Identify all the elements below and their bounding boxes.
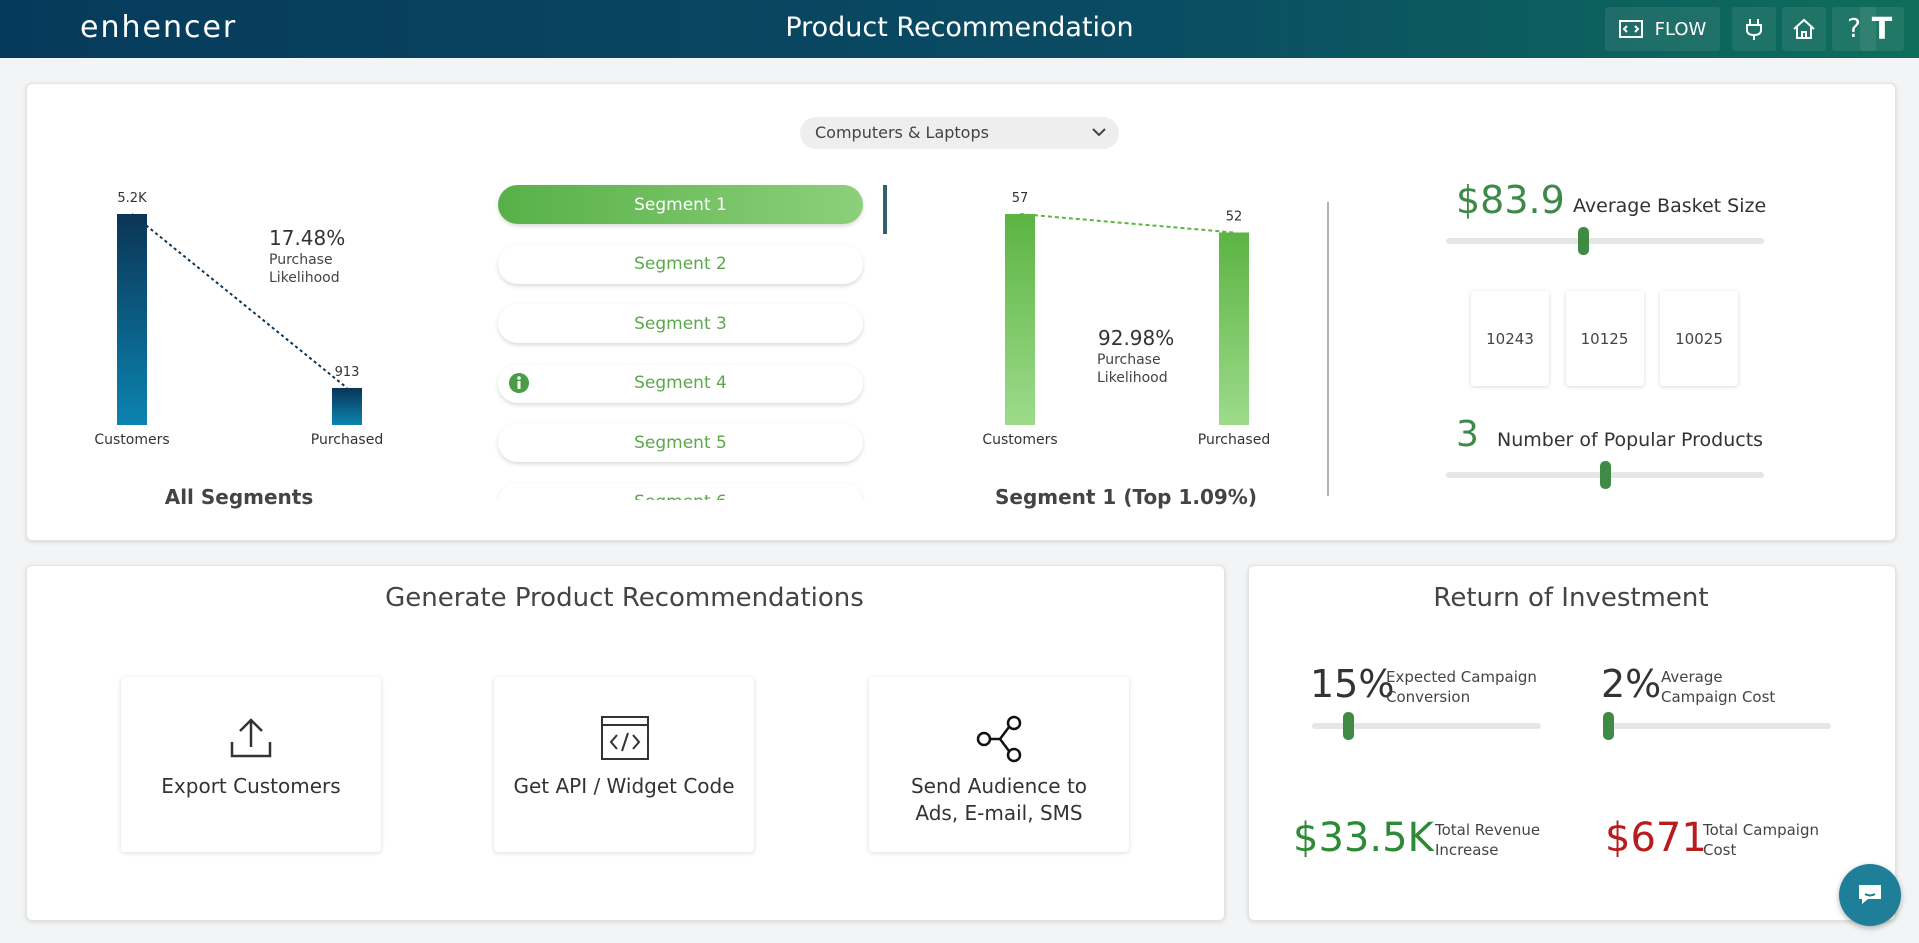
help-button[interactable]: ?	[1832, 7, 1876, 51]
segment-button[interactable]: Segment 5	[498, 423, 863, 462]
user-button[interactable]: T	[1860, 7, 1904, 51]
scroll-bar	[883, 185, 887, 234]
basket-label: Average Basket Size	[1573, 195, 1767, 217]
action-label: Get API / Widget Code	[513, 774, 735, 798]
cost-rate-slider[interactable]	[1603, 712, 1831, 740]
page-title: Product Recommendation	[785, 12, 1134, 43]
flow-icon	[1618, 20, 1643, 38]
product-box: 10025	[1660, 291, 1738, 386]
segment-button[interactable]: Segment 1	[498, 185, 863, 224]
slider-thumb[interactable]	[1603, 712, 1614, 740]
revenue-value: $33.5K	[1293, 815, 1434, 861]
info-bar	[517, 380, 521, 389]
home-button[interactable]	[1782, 7, 1826, 51]
cost-rate-label: Average Campaign Cost	[1661, 668, 1776, 706]
share-icon	[976, 715, 1022, 763]
action-label: Send Audience to Ads, E-mail, SMS	[910, 774, 1088, 825]
chat-button[interactable]	[1839, 864, 1901, 926]
value-label: 57	[1012, 191, 1029, 206]
selected-rate: 92.98%	[1098, 326, 1175, 350]
info-icon	[509, 372, 529, 393]
dropdown-label: Computers & Laptops	[815, 123, 989, 142]
category-label: Customers	[982, 432, 1057, 448]
flow-button[interactable]: FLOW	[1605, 7, 1720, 51]
conversion-label: Expected Campaign Conversion	[1386, 668, 1537, 706]
roi-card	[1248, 565, 1896, 921]
roi-title: Return of Investment	[1433, 583, 1709, 613]
segment-button[interactable]: Segment 4	[498, 363, 863, 403]
slider-thumb[interactable]	[1600, 461, 1611, 489]
plug-button[interactable]	[1732, 7, 1776, 51]
segment-list: Segment 1 Segment 2 Segment 3 Segment 4 Segm…	[0, 0, 900, 500]
upload-icon	[230, 718, 272, 758]
popular-count: 3	[1456, 414, 1479, 455]
value-label: 913	[335, 365, 360, 380]
bar	[1005, 214, 1035, 425]
generate-title: Generate Product Recommendations	[385, 583, 864, 613]
category-label: Customers	[94, 432, 169, 448]
chat-icon	[1859, 885, 1881, 904]
basket-slider[interactable]	[1446, 227, 1764, 255]
popular-label: Number of Popular Products	[1497, 429, 1764, 451]
api-card[interactable]: Get API / Widget Code	[494, 677, 754, 852]
bar	[332, 387, 362, 425]
action-label: Export Customers	[161, 774, 341, 798]
bar	[117, 214, 147, 425]
value-label: 52	[1226, 210, 1243, 225]
cost-label: Total Campaign Cost	[1703, 821, 1819, 859]
conversion-slider[interactable]	[1312, 712, 1541, 740]
bar	[1219, 232, 1249, 425]
segment-button[interactable]: Segment 6	[498, 482, 863, 500]
segment-button[interactable]: Segment 3	[498, 304, 863, 343]
all-title: All Segments	[164, 485, 314, 509]
header: enhencer Product Recommendation FLOW ? T	[0, 0, 1919, 58]
all-rate: 17.48%	[269, 226, 346, 250]
product-box: 10243	[1471, 291, 1549, 386]
audience-card[interactable]: Send Audience to Ads, E-mail, SMS	[869, 677, 1129, 852]
export-card[interactable]: Export Customers	[121, 677, 381, 852]
selected-rate-label: Purchase Likelihood	[1097, 352, 1168, 386]
code-icon	[601, 716, 649, 760]
conversion-value: 15%	[1310, 662, 1395, 706]
value-label: 5.2K	[117, 191, 147, 206]
cost-value: $671	[1605, 815, 1707, 861]
popular-slider[interactable]	[1446, 461, 1764, 489]
all-rate-label: Purchase Likelihood	[269, 252, 340, 286]
product-box: 10125	[1565, 291, 1644, 386]
plug-icon	[1746, 19, 1762, 40]
basket-value: $83.9	[1456, 178, 1565, 222]
category-dropdown[interactable]: Computers & Laptops	[800, 117, 1119, 149]
connector-line	[131, 213, 348, 389]
connector-line	[1019, 213, 1235, 234]
cost-rate-value: 2%	[1601, 662, 1662, 706]
chevron-icon	[1092, 128, 1106, 137]
segment-button[interactable]: Segment 2	[498, 244, 863, 284]
info-dot	[517, 375, 521, 380]
logo[interactable]: enhencer	[80, 10, 238, 45]
slider-thumb[interactable]	[1343, 712, 1354, 740]
slider-thumb[interactable]	[1578, 227, 1589, 255]
home-icon	[1793, 18, 1815, 39]
revenue-label: Total Revenue Increase	[1435, 821, 1541, 859]
flow-label: FLOW	[1654, 18, 1707, 40]
category-label: Purchased	[311, 432, 383, 448]
selected-title: Segment 1 (Top 1.09%)	[994, 485, 1257, 509]
category-label: Purchased	[1198, 432, 1270, 448]
